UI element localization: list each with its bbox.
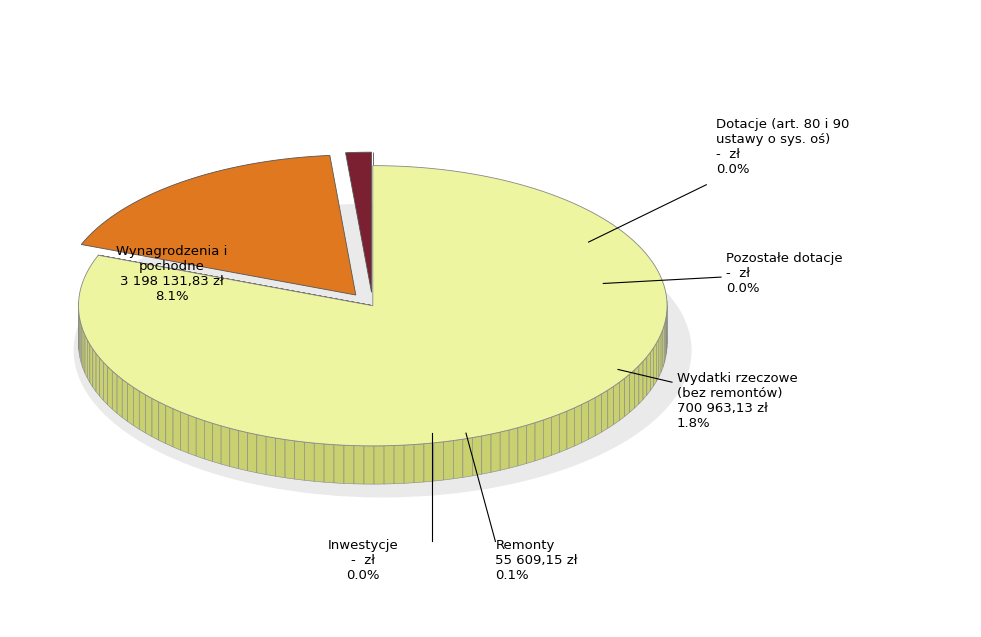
Polygon shape bbox=[166, 405, 173, 447]
Polygon shape bbox=[159, 402, 166, 443]
Polygon shape bbox=[639, 361, 643, 404]
Polygon shape bbox=[384, 445, 394, 484]
Polygon shape bbox=[78, 166, 667, 446]
Polygon shape bbox=[90, 345, 93, 387]
Polygon shape bbox=[559, 411, 567, 452]
Polygon shape bbox=[98, 255, 373, 306]
Polygon shape bbox=[314, 443, 324, 482]
Polygon shape bbox=[196, 418, 204, 459]
Polygon shape bbox=[108, 367, 112, 409]
Polygon shape bbox=[646, 352, 650, 395]
Polygon shape bbox=[152, 398, 159, 440]
Polygon shape bbox=[334, 445, 344, 483]
Polygon shape bbox=[81, 155, 356, 295]
Polygon shape bbox=[663, 324, 664, 368]
Polygon shape bbox=[213, 424, 221, 464]
Polygon shape bbox=[133, 387, 139, 429]
Ellipse shape bbox=[74, 203, 692, 497]
Polygon shape bbox=[491, 432, 500, 472]
Polygon shape bbox=[139, 391, 145, 433]
Polygon shape bbox=[276, 438, 285, 478]
Polygon shape bbox=[527, 423, 535, 464]
Polygon shape bbox=[582, 401, 589, 443]
Polygon shape bbox=[650, 348, 653, 390]
Polygon shape bbox=[104, 362, 108, 405]
Polygon shape bbox=[574, 404, 582, 446]
Text: Wydatki rzeczowe
(bez remontów)
700 963,13 zł
1.8%: Wydatki rzeczowe (bez remontów) 700 963,… bbox=[677, 372, 798, 431]
Polygon shape bbox=[619, 378, 625, 420]
Polygon shape bbox=[93, 349, 96, 392]
Text: Remonty
55 609,15 zł
0.1%: Remonty 55 609,15 zł 0.1% bbox=[495, 539, 578, 582]
Polygon shape bbox=[625, 374, 630, 417]
Polygon shape bbox=[664, 320, 665, 362]
Polygon shape bbox=[535, 420, 543, 461]
Polygon shape bbox=[238, 431, 247, 471]
Polygon shape bbox=[117, 375, 123, 417]
Text: Pozostałe dotacje
-  zł
0.0%: Pozostałe dotacje - zł 0.0% bbox=[726, 252, 843, 296]
Polygon shape bbox=[635, 366, 639, 408]
Polygon shape bbox=[443, 441, 453, 480]
Polygon shape bbox=[414, 444, 424, 483]
Polygon shape bbox=[567, 408, 574, 449]
Polygon shape bbox=[230, 428, 238, 469]
Polygon shape bbox=[266, 436, 276, 476]
Polygon shape bbox=[128, 383, 133, 426]
Polygon shape bbox=[188, 415, 196, 456]
Polygon shape bbox=[601, 390, 608, 432]
Polygon shape bbox=[453, 439, 463, 479]
Polygon shape bbox=[344, 445, 354, 484]
Text: Dotacje (art. 80 i 90
ustawy o sys. oś)
-  zł
0.0%: Dotacje (art. 80 i 90 ustawy o sys. oś) … bbox=[716, 117, 850, 176]
Polygon shape bbox=[324, 444, 334, 483]
Polygon shape bbox=[81, 326, 83, 369]
Polygon shape bbox=[482, 434, 491, 474]
Polygon shape bbox=[87, 340, 90, 383]
Polygon shape bbox=[543, 417, 551, 458]
Polygon shape bbox=[83, 331, 85, 373]
Polygon shape bbox=[145, 395, 152, 436]
Polygon shape bbox=[509, 427, 518, 468]
Polygon shape bbox=[643, 357, 646, 399]
Polygon shape bbox=[98, 255, 373, 306]
Polygon shape bbox=[656, 339, 659, 382]
Polygon shape bbox=[294, 441, 304, 480]
Polygon shape bbox=[500, 430, 509, 470]
Polygon shape bbox=[80, 321, 81, 364]
Polygon shape bbox=[173, 409, 181, 450]
Polygon shape bbox=[404, 445, 414, 483]
Polygon shape bbox=[608, 386, 614, 428]
Polygon shape bbox=[304, 442, 314, 482]
Text: Wynagrodzenia i
pochodne
3 198 131,83 zł
8.1%: Wynagrodzenia i pochodne 3 198 131,83 zł… bbox=[116, 245, 228, 303]
Polygon shape bbox=[473, 436, 482, 476]
Polygon shape bbox=[181, 412, 188, 453]
Polygon shape bbox=[653, 343, 656, 386]
Polygon shape bbox=[434, 442, 443, 481]
Polygon shape bbox=[354, 446, 364, 484]
Polygon shape bbox=[661, 329, 663, 372]
Polygon shape bbox=[589, 397, 595, 440]
Polygon shape bbox=[285, 440, 294, 479]
Polygon shape bbox=[123, 379, 128, 422]
Polygon shape bbox=[518, 426, 527, 466]
Polygon shape bbox=[100, 358, 104, 401]
Polygon shape bbox=[374, 446, 384, 484]
Polygon shape bbox=[257, 434, 266, 475]
Polygon shape bbox=[394, 445, 404, 483]
Polygon shape bbox=[595, 394, 601, 436]
Polygon shape bbox=[204, 420, 213, 462]
Polygon shape bbox=[630, 370, 635, 412]
Polygon shape bbox=[551, 414, 559, 455]
Polygon shape bbox=[345, 152, 372, 292]
Text: Inwestycje
-  zł
0.0%: Inwestycje - zł 0.0% bbox=[328, 539, 398, 582]
Polygon shape bbox=[112, 371, 117, 413]
Polygon shape bbox=[364, 446, 374, 484]
Polygon shape bbox=[247, 433, 257, 473]
Polygon shape bbox=[96, 354, 100, 396]
Polygon shape bbox=[424, 443, 434, 482]
Polygon shape bbox=[614, 382, 619, 424]
Polygon shape bbox=[85, 335, 87, 378]
Polygon shape bbox=[463, 438, 473, 477]
Polygon shape bbox=[221, 426, 230, 466]
Polygon shape bbox=[659, 334, 661, 377]
